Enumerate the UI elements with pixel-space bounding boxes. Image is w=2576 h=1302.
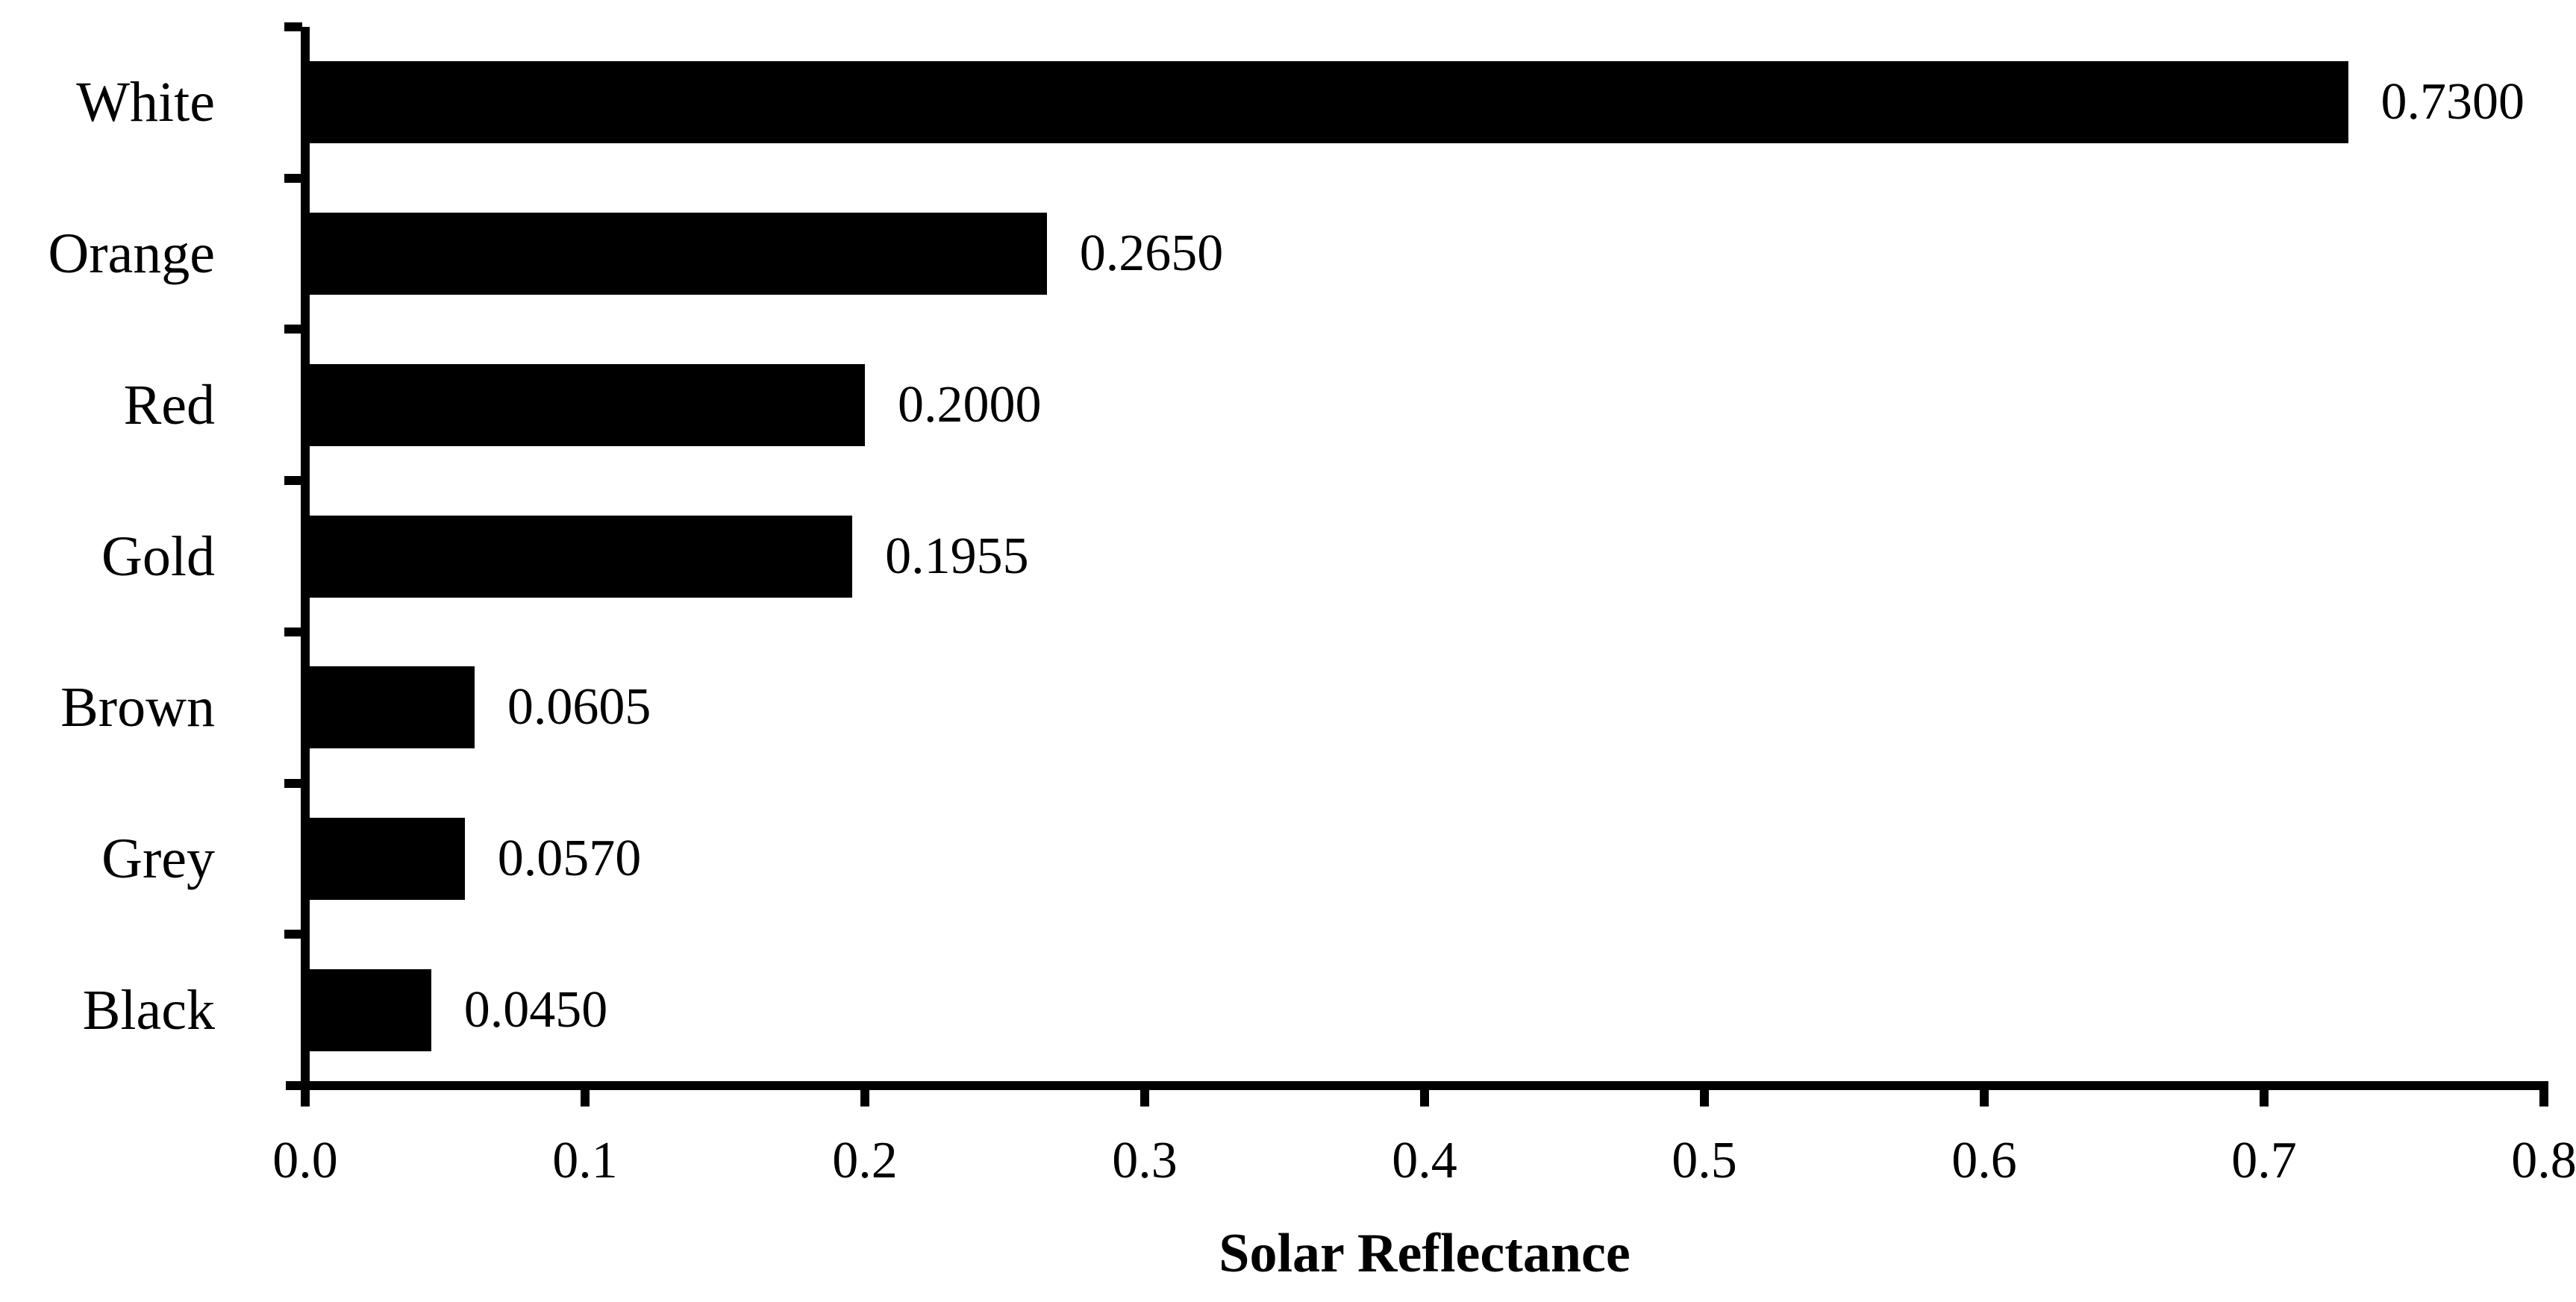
- x-axis-tick-label: 0.2: [832, 1132, 898, 1189]
- value-label-grey: 0.0570: [497, 829, 642, 887]
- category-label-grey: Grey: [101, 827, 215, 890]
- bar-black: [305, 968, 431, 1051]
- bar-brown: [305, 666, 475, 749]
- category-label-brown: Brown: [60, 676, 215, 739]
- bar-orange: [305, 213, 1047, 295]
- x-axis-tick: [581, 1090, 590, 1107]
- x-axis-tick: [1420, 1090, 1429, 1107]
- x-axis-line: [286, 1081, 2548, 1090]
- y-axis-tick: [284, 627, 302, 636]
- value-label-red: 0.2000: [898, 375, 1042, 434]
- value-label-gold: 0.1955: [885, 527, 1029, 585]
- category-label-orange: Orange: [48, 222, 215, 286]
- x-axis-tick-label: 0.7: [2231, 1132, 2297, 1189]
- y-axis-tick: [284, 476, 302, 486]
- x-axis-tick: [301, 1090, 310, 1107]
- x-axis-tick: [1140, 1090, 1149, 1107]
- x-axis-tick: [1700, 1090, 1709, 1107]
- x-axis-tick-label: 0.0: [272, 1132, 338, 1189]
- y-axis-tick: [284, 325, 302, 334]
- y-axis-line: [301, 27, 310, 1090]
- value-label-black: 0.0450: [463, 980, 608, 1039]
- value-label-orange: 0.2650: [1079, 225, 1224, 283]
- x-axis-tick-label: 0.8: [2511, 1132, 2576, 1189]
- category-label-gold: Gold: [101, 525, 215, 588]
- x-axis-tick-label: 0.6: [1951, 1132, 2017, 1189]
- y-axis-tick: [284, 22, 302, 31]
- x-axis-title: Solar Reflectance: [1219, 1223, 1631, 1284]
- bar-white: [305, 61, 2348, 144]
- x-axis-tick-label: 0.5: [1672, 1132, 1737, 1189]
- y-axis-tick: [284, 173, 302, 183]
- x-axis-tick: [1980, 1090, 1989, 1107]
- value-label-brown: 0.0605: [507, 678, 651, 736]
- bar-red: [305, 363, 865, 446]
- bar-gold: [305, 515, 853, 598]
- y-axis-tick: [284, 778, 302, 788]
- category-label-red: Red: [123, 373, 215, 436]
- category-label-white: White: [76, 71, 215, 134]
- value-label-white: 0.7300: [2380, 73, 2525, 131]
- x-axis-tick: [860, 1090, 869, 1107]
- category-label-black: Black: [82, 978, 215, 1042]
- bar-grey: [305, 817, 465, 900]
- x-axis-tick: [2539, 1090, 2548, 1107]
- x-axis-tick: [2260, 1090, 2269, 1107]
- x-axis-tick-label: 0.3: [1112, 1132, 1178, 1189]
- x-axis-tick-label: 0.1: [552, 1132, 618, 1189]
- x-axis-tick-label: 0.4: [1392, 1132, 1457, 1189]
- y-axis-tick: [284, 930, 302, 939]
